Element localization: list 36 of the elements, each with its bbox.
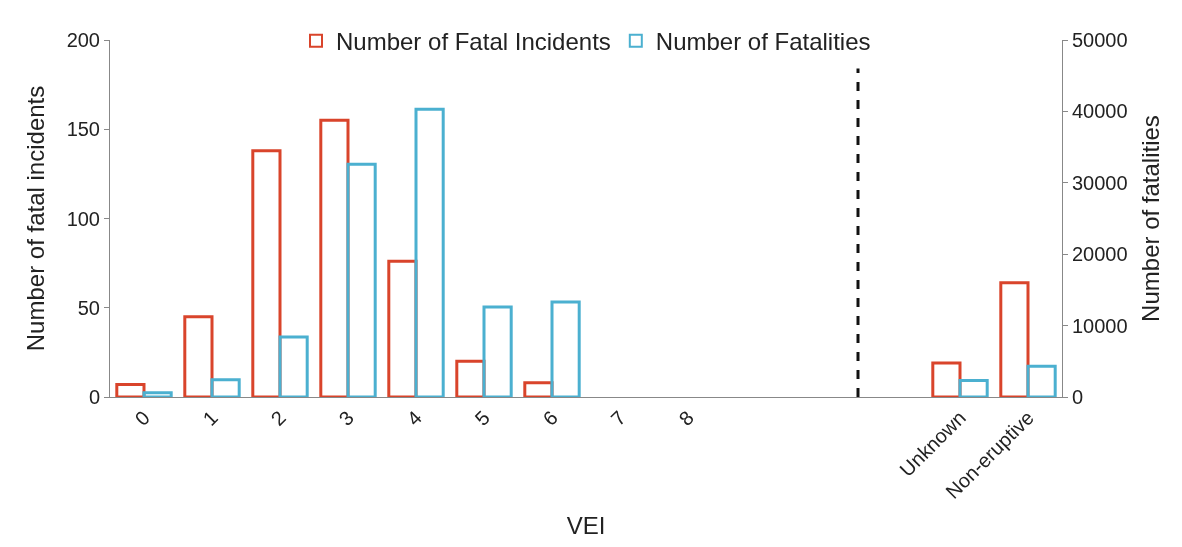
y-tick-label: 100 <box>66 207 100 230</box>
y2-tick-label: 30000 <box>1072 171 1128 194</box>
bar <box>550 300 581 397</box>
x-tick-label: 2 <box>266 406 290 430</box>
bar <box>414 107 445 397</box>
y-tick-label: 150 <box>66 118 100 141</box>
x-tick-label: 3 <box>334 406 358 430</box>
legend-label: Number of Fatal Incidents <box>336 28 611 56</box>
bar <box>482 305 513 397</box>
y2-tick-label: 50000 <box>1072 29 1128 51</box>
x-axis-title: VEI <box>566 512 606 540</box>
x-tick-label: 8 <box>674 406 698 430</box>
y2-tick-label: 40000 <box>1072 100 1128 123</box>
bar <box>183 315 214 397</box>
y-tick-label: 200 <box>66 29 100 51</box>
x-tick-label: 6 <box>538 406 562 430</box>
y-axis-title: Number of fatal incidents <box>21 85 49 352</box>
x-tick-label: 1 <box>198 406 222 430</box>
y2-tick-label: 10000 <box>1072 314 1128 337</box>
x-tick-label: 5 <box>470 406 494 430</box>
bar <box>346 162 377 397</box>
bar <box>210 378 241 397</box>
bar <box>115 383 146 397</box>
bar <box>958 379 989 397</box>
y2-tick-label: 20000 <box>1072 243 1128 266</box>
y-tick-label: 0 <box>88 386 100 408</box>
bar <box>278 335 309 397</box>
y-tick-label: 50 <box>77 296 100 319</box>
x-tick-label: 4 <box>402 406 426 430</box>
legend-label: Number of Fatalities <box>655 28 871 56</box>
x-tick-label: 0 <box>130 406 154 430</box>
bar <box>142 391 173 397</box>
bar <box>1026 364 1057 397</box>
y2-tick-label: 0 <box>1072 386 1084 408</box>
y2-axis-title: Number of fatalities <box>1136 115 1164 322</box>
x-tick-label: 7 <box>606 406 630 430</box>
